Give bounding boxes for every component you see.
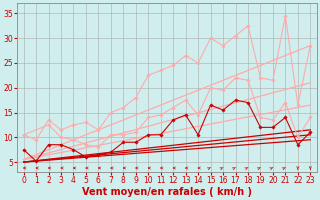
X-axis label: Vent moyen/en rafales ( km/h ): Vent moyen/en rafales ( km/h ) xyxy=(82,187,252,197)
